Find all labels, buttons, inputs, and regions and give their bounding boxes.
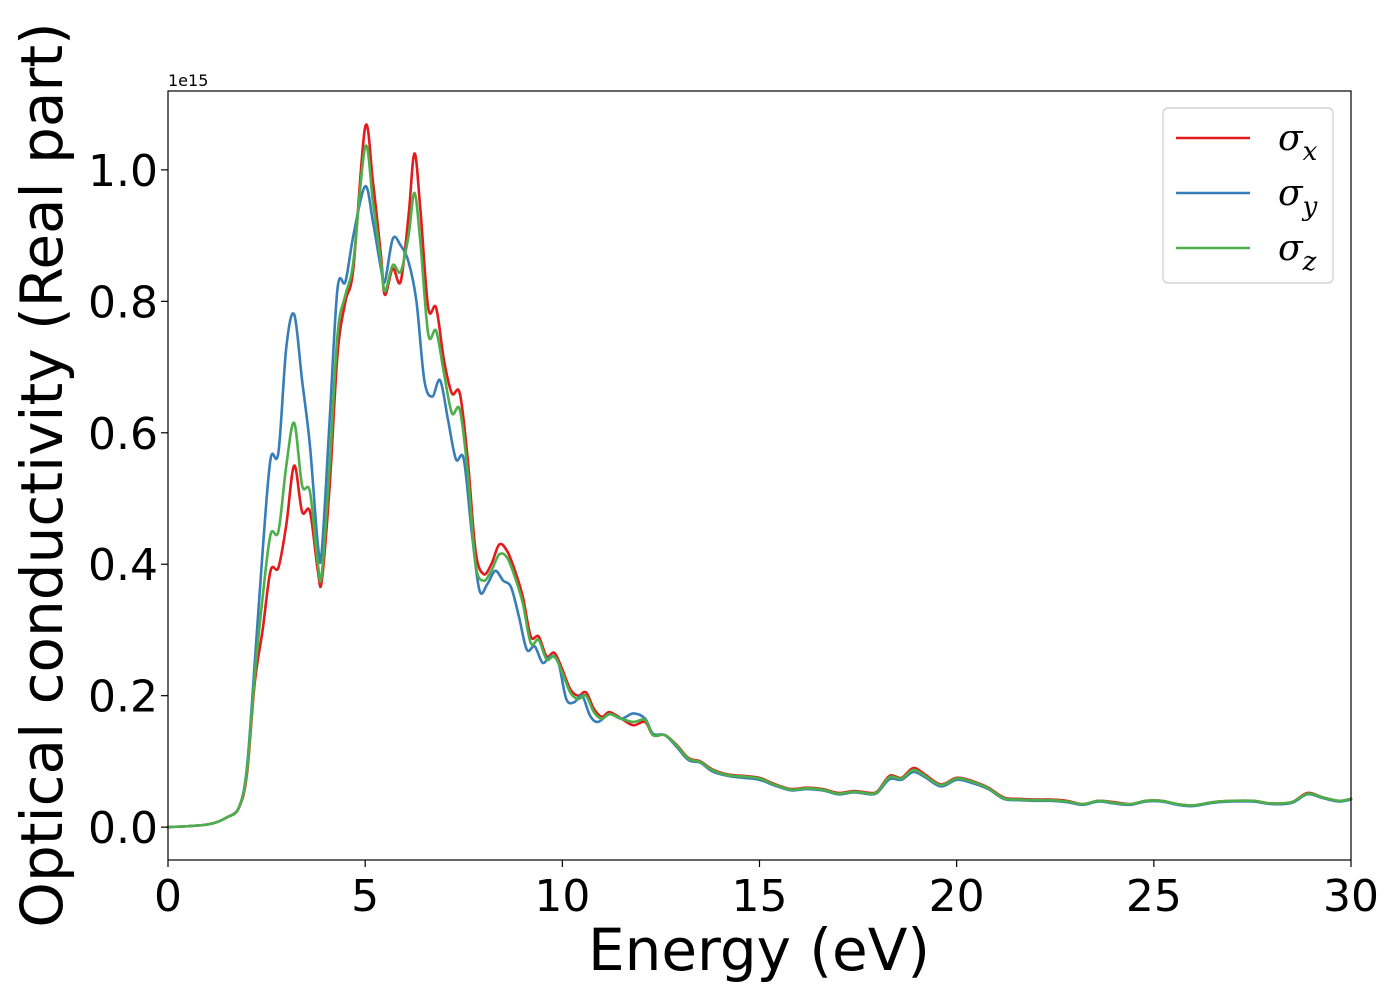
series-line-z — [166, 144, 1353, 829]
y-axis: 0.0 0.2 0.4 0.6 0.8 1.0 — [88, 146, 168, 854]
x-axis-label: Energy (eV) — [588, 916, 930, 984]
y-tick-label: 1.0 — [88, 146, 158, 197]
x-tick-label: 5 — [351, 871, 379, 922]
legend: σx σy σz — [1162, 107, 1334, 284]
y-tick-label: 0.6 — [88, 409, 158, 460]
y-tick-label: 0.4 — [88, 540, 158, 591]
x-tick-label: 30 — [1323, 871, 1379, 922]
x-tick-label: 0 — [154, 871, 182, 922]
series-layer — [166, 123, 1353, 829]
y-tick-label: 0.2 — [88, 672, 158, 723]
legend-label-x: σx — [1278, 118, 1318, 167]
x-tick-label: 10 — [534, 871, 590, 922]
y-tick-label: 0.0 — [88, 803, 158, 854]
y-axis-label: Optical conductivity (Real part) — [8, 22, 76, 927]
legend-box — [1162, 107, 1334, 284]
x-tick-label: 25 — [1126, 871, 1182, 922]
y-tick-label: 0.8 — [88, 277, 158, 328]
legend-label-y: σy — [1278, 173, 1318, 222]
legend-label-z: σz — [1278, 228, 1317, 277]
x-tick-label: 15 — [732, 871, 788, 922]
y-axis-offset-label: 1e15 — [168, 71, 208, 90]
x-axis: 0 5 10 15 20 25 30 — [154, 860, 1379, 922]
x-tick-label: 20 — [929, 871, 985, 922]
